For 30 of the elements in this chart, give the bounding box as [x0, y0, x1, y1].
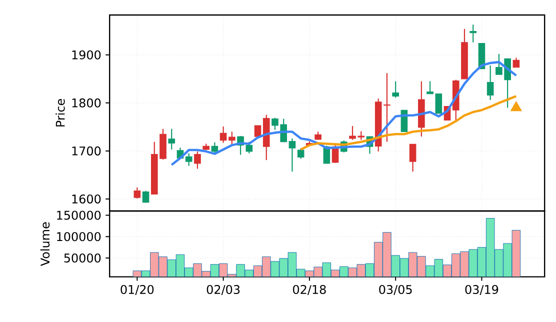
x-tick-label: 02/18: [293, 284, 326, 295]
candlestick: [400, 110, 408, 132]
y-tick-label: 1700: [72, 146, 101, 156]
candlestick: [168, 128, 176, 150]
candlestick: [297, 148, 304, 160]
candlestick: [392, 80, 399, 98]
y-tick-label: 150000: [57, 210, 101, 220]
y-tick-label: 100000: [57, 232, 101, 242]
y-tick-label: 1900: [72, 50, 101, 60]
candlestick: [134, 186, 141, 200]
y-axis-title: Volume: [40, 222, 50, 266]
candlestick: [470, 24, 477, 43]
candlestick: [486, 64, 494, 101]
candlestick: [185, 152, 192, 166]
x-tick-label: 02/03: [206, 284, 240, 295]
x-tick-label: 03/05: [379, 284, 412, 295]
y-tick-label: 50000: [64, 253, 101, 263]
candlestick: [228, 131, 236, 146]
y-tick-label: 1800: [72, 98, 101, 108]
candlestick: [194, 150, 201, 170]
candlestick: [409, 144, 416, 172]
candlestick: [211, 142, 218, 154]
candlestick: [220, 126, 227, 144]
x-tick-label: 01/20: [120, 284, 154, 295]
x-tick-label: 03/19: [465, 284, 498, 295]
candlestick: [142, 190, 150, 204]
candlestick: [512, 57, 520, 68]
y-axis-title: Price: [56, 99, 65, 126]
y-tick-label: 1600: [72, 194, 101, 204]
candlestick: [288, 138, 296, 172]
